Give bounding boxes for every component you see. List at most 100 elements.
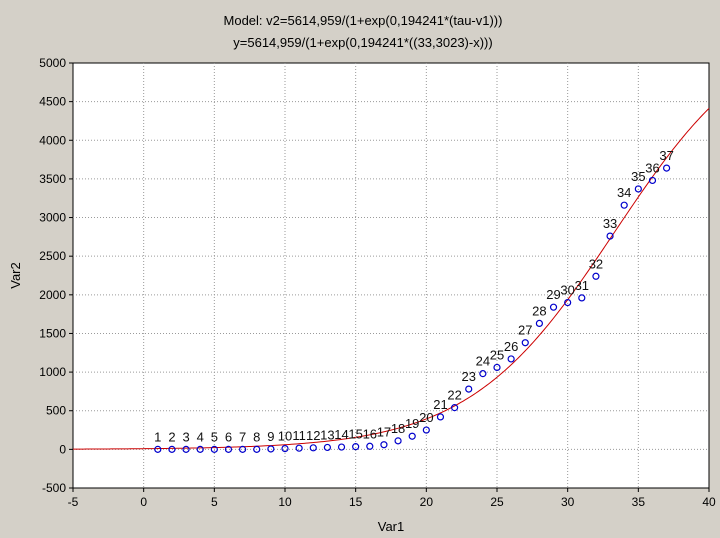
data-point-label: 3	[182, 429, 189, 444]
data-point	[281, 444, 289, 453]
data-point	[648, 176, 657, 185]
data-point	[380, 441, 388, 449]
data-point	[564, 298, 572, 307]
data-point	[422, 426, 430, 434]
data-point-label: 32	[589, 256, 603, 271]
y-tick-label: 4000	[39, 133, 66, 147]
data-point	[620, 201, 628, 209]
data-point-label: 9	[267, 429, 274, 444]
data-point	[224, 445, 233, 453]
data-point-label: 19	[405, 416, 419, 431]
data-point-label: 11	[292, 428, 306, 443]
data-point-label: 18	[391, 421, 405, 436]
x-tick-label: 10	[278, 495, 292, 509]
x-tick-label: 40	[702, 495, 716, 509]
y-axis-label: Var2	[8, 262, 23, 289]
y-tick-label: 4500	[39, 95, 66, 109]
data-point	[239, 445, 247, 453]
data-point	[267, 445, 275, 453]
data-point	[662, 164, 671, 172]
data-point-label: 30	[560, 283, 574, 298]
data-point	[253, 445, 261, 453]
data-point	[323, 443, 331, 452]
y-tick-label: 3000	[39, 211, 66, 225]
data-point-label: 35	[631, 169, 645, 184]
y-tick-label: 1500	[39, 326, 66, 340]
data-point	[309, 444, 317, 452]
data-point-label: 23	[461, 369, 475, 384]
data-point-label: 26	[504, 339, 518, 354]
y-tick-label: 1000	[39, 365, 66, 379]
data-point-label: 10	[278, 429, 292, 444]
plot-area	[72, 62, 710, 489]
data-point	[493, 363, 501, 372]
x-tick-label: 30	[561, 495, 575, 509]
data-point-label: 20	[419, 410, 433, 425]
data-point-label: 36	[645, 160, 659, 175]
data-point	[168, 445, 176, 453]
model-curve-line	[72, 107, 710, 450]
data-point-label: 33	[603, 216, 617, 231]
data-point-label: 28	[532, 303, 546, 318]
data-point	[182, 445, 190, 453]
data-point-label: 25	[490, 347, 504, 362]
data-point	[592, 272, 600, 280]
model-curve-layer	[72, 107, 710, 450]
data-point	[606, 232, 614, 240]
data-point-label: 14	[334, 427, 348, 442]
data-point-label: 34	[617, 185, 631, 200]
data-point	[634, 185, 642, 193]
grid-layer	[73, 63, 709, 488]
data-point-label: 16	[363, 426, 377, 441]
x-tick-label: -5	[68, 495, 79, 509]
data-point-label: 31	[575, 278, 589, 293]
data-point-label: 37	[659, 148, 673, 163]
data-point	[521, 339, 529, 347]
chart-title-line-2: y=5614,959/(1+exp(0,194241*((33,3023)-x)…	[233, 35, 492, 50]
data-point-label: 2	[168, 429, 175, 444]
data-point	[549, 303, 558, 311]
data-point-label: 29	[546, 287, 560, 302]
x-tick-label: 5	[211, 495, 218, 509]
y-tick-label: 5000	[39, 56, 66, 70]
data-point	[436, 413, 445, 421]
x-axis-label: Var1	[378, 519, 405, 534]
data-point-label: 12	[306, 428, 320, 443]
data-point-label: 24	[476, 354, 490, 369]
data-point-label: 4	[197, 429, 204, 444]
y-tick-label: 2500	[39, 249, 66, 263]
y-tick-label: 0	[59, 442, 66, 456]
x-tick-label: 0	[140, 495, 147, 509]
data-point-label: 15	[348, 427, 362, 442]
data-point-label: 1	[154, 429, 161, 444]
chart-title-line-1: Model: v2=5614,959/(1+exp(0,194241*(tau-…	[224, 13, 503, 28]
data-point-label: 7	[239, 429, 246, 444]
axis-layer: -5 0 5 10 15 20 25 30 35 40-500050010001500200025…	[39, 56, 716, 509]
data-point	[535, 319, 544, 328]
data-point	[154, 445, 162, 453]
data-point	[507, 355, 515, 363]
y-tick-label: 2000	[39, 288, 66, 302]
data-point	[366, 442, 374, 450]
data-point-label: 13	[320, 427, 334, 442]
x-tick-label: 15	[349, 495, 363, 509]
data-point	[352, 443, 360, 451]
data-point	[295, 444, 303, 452]
data-point	[394, 437, 402, 445]
data-point-label: 22	[447, 388, 461, 403]
data-point-label: 5	[211, 429, 218, 444]
data-point	[578, 294, 586, 302]
x-tick-label: 20	[420, 495, 434, 509]
data-point	[451, 404, 459, 412]
data-point	[465, 385, 473, 393]
x-tick-label: 35	[632, 495, 646, 509]
data-point	[210, 445, 218, 453]
data-point-label: 8	[253, 429, 260, 444]
data-point	[479, 370, 487, 378]
y-tick-label: 3500	[39, 172, 66, 186]
x-tick-label: 25	[490, 495, 504, 509]
data-point	[196, 445, 204, 453]
